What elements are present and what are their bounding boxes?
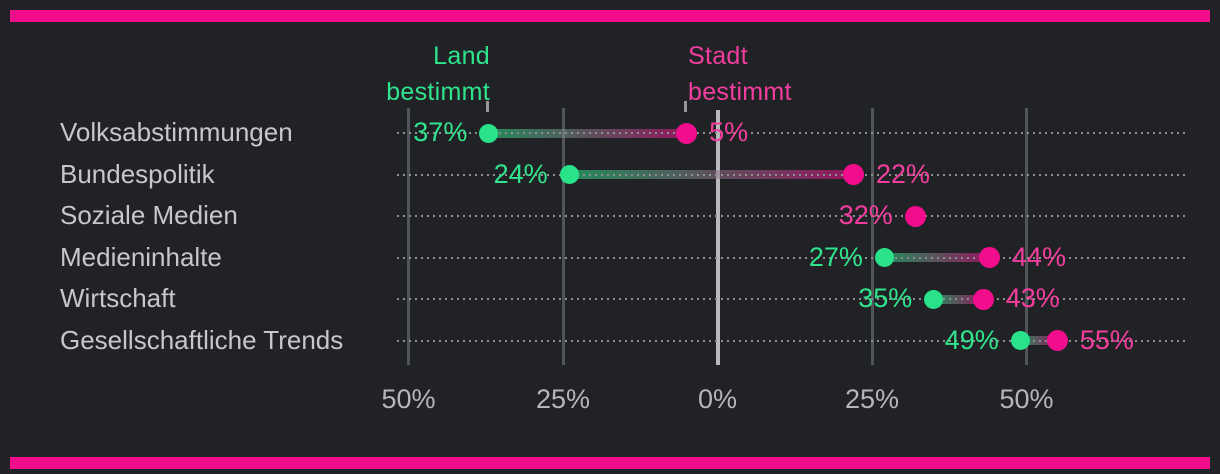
x-axis-tick-label: 25% xyxy=(535,384,591,414)
pink-value-label: 55% xyxy=(1079,324,1134,355)
x-axis-tick-label: 0% xyxy=(697,384,738,414)
row-guide-dotted xyxy=(397,173,1185,176)
green-dot xyxy=(479,123,499,143)
green-dot xyxy=(559,165,579,184)
category-label: Wirtschaft xyxy=(60,282,176,313)
category-label: Soziale Medien xyxy=(60,199,238,230)
gridline xyxy=(870,108,874,365)
pink-dot xyxy=(676,122,698,144)
green-dot xyxy=(924,289,944,309)
category-label: Volksabstimmungen xyxy=(60,116,293,147)
gridline xyxy=(407,108,410,365)
legend-stadt-line2: bestimmt xyxy=(688,78,792,106)
pink-value-label: 43% xyxy=(1005,282,1060,313)
x-axis-tick-label: 50% xyxy=(999,384,1054,414)
pink-dot xyxy=(842,164,864,185)
bottom-accent-bar xyxy=(10,457,1210,469)
green-value-label: 37% xyxy=(413,116,468,147)
legend-anchor-tick-right xyxy=(684,101,687,112)
green-value-label: 24% xyxy=(493,158,548,189)
green-value-label: 49% xyxy=(944,324,999,355)
gridline xyxy=(1025,108,1028,365)
category-label: Bundespolitik xyxy=(60,158,215,189)
top-accent-bar xyxy=(10,10,1210,22)
green-dot xyxy=(874,248,894,267)
row-guide-dotted xyxy=(397,339,1185,342)
pink-value-label: 44% xyxy=(1011,241,1066,272)
green-value-label: 35% xyxy=(858,282,913,313)
pink-dot xyxy=(978,247,1000,268)
category-label: Gesellschaftliche Trends xyxy=(60,324,344,355)
pink-value-label: 32% xyxy=(838,199,893,230)
pink-value-label: 22% xyxy=(875,158,930,189)
row-guide-dotted xyxy=(397,298,1185,300)
zero-axis-line xyxy=(715,110,720,365)
category-label: Medieninhalte xyxy=(60,241,222,272)
x-axis-tick-label: 50% xyxy=(381,384,436,414)
row-guide-dotted xyxy=(397,132,1185,134)
legend-land-line2: bestimmt xyxy=(386,78,490,106)
green-dot xyxy=(1010,331,1030,350)
pink-dot xyxy=(972,288,994,310)
legend-land-line1: Land xyxy=(433,42,490,70)
row-guide-dotted xyxy=(397,215,1185,217)
legend-land-bestimmt: Land bestimmt xyxy=(0,38,490,110)
pink-dot xyxy=(904,205,926,227)
legend-stadt-line1: Stadt xyxy=(688,42,748,70)
pink-value-label: 5% xyxy=(709,116,749,147)
gridline xyxy=(561,108,565,365)
x-axis-tick-label: 25% xyxy=(844,384,900,414)
row-guide-dotted xyxy=(397,256,1185,259)
legend-stadt-bestimmt: Stadt bestimmt xyxy=(688,38,792,110)
green-value-label: 27% xyxy=(808,241,863,272)
legend-anchor-tick-left xyxy=(486,101,489,112)
pink-dot xyxy=(1046,330,1068,351)
